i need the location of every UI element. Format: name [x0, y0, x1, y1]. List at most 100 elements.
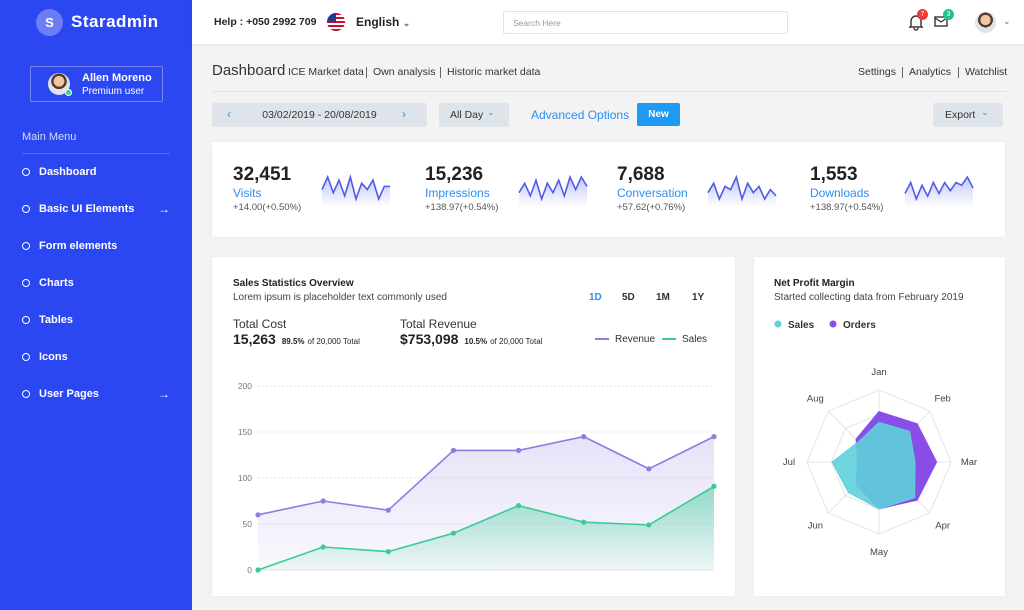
divider	[212, 91, 1006, 92]
stat-value: 32,451	[233, 164, 292, 185]
menu-dot	[22, 205, 30, 213]
menu-arrow: →	[158, 202, 170, 216]
range-tab[interactable]: 1M	[656, 292, 670, 303]
menu-text: Charts	[39, 277, 74, 289]
data-point	[711, 434, 717, 440]
axis-label: Feb	[934, 393, 950, 404]
header-link[interactable]: Watchlist	[965, 66, 1008, 78]
legend-swatch	[829, 320, 837, 328]
sparkline	[321, 174, 390, 207]
card-title: Net Profit Margin	[774, 278, 855, 289]
chevron: ⌄	[402, 18, 411, 28]
data-point	[581, 519, 587, 525]
data-point	[581, 434, 587, 440]
header-link[interactable]: Settings	[858, 66, 896, 78]
language[interactable]: English ⌄	[356, 15, 410, 29]
axis-label: Mar	[961, 457, 977, 468]
axis-label: Aug	[807, 393, 824, 404]
menu-item[interactable]: Dashboard	[22, 165, 172, 181]
header-link[interactable]: Own analysis	[373, 66, 436, 78]
header-link[interactable]: ICE Market data	[288, 66, 364, 78]
chevron: ⌄	[1003, 16, 1011, 26]
new-button[interactable]: New	[637, 103, 680, 126]
stat-change: +14.00(+0.50%)	[233, 202, 302, 213]
sparkline	[707, 174, 777, 207]
stat-change: +138.97(+0.54%)	[810, 202, 884, 213]
radar-area	[831, 421, 916, 510]
advanced-options[interactable]: Advanced Options	[531, 108, 630, 122]
series-line	[257, 435, 715, 516]
legend-swatch	[774, 320, 782, 328]
sparkline-line	[518, 174, 588, 202]
stat-label: Impressions	[425, 186, 490, 200]
flag[interactable]	[327, 13, 345, 31]
profit-card: Net Profit Margin Started collecting dat…	[754, 257, 1005, 596]
notification-badge: 7	[917, 9, 928, 20]
radar-chart: Jan Feb Mar Apr May Jun Jul Aug Sales Orders	[774, 320, 977, 558]
header-link[interactable]: Analytics	[909, 66, 952, 78]
range-tab[interactable]: 1Y	[692, 292, 705, 303]
menu-text: Form elements	[39, 240, 118, 252]
next-arrow[interactable]: ›	[402, 107, 406, 121]
sparkline-area	[905, 177, 973, 207]
user-name: Allen Moreno	[82, 72, 152, 84]
menu-dot	[22, 279, 30, 287]
data-point	[515, 503, 522, 509]
total-label: Total Revenue	[400, 317, 477, 331]
y-tick-label: 200	[238, 381, 252, 391]
brand[interactable]: Staradmin	[71, 12, 159, 31]
menu-item[interactable]: User Pages →	[22, 387, 172, 403]
link-separator	[902, 67, 903, 78]
legend-label: Orders	[843, 320, 876, 331]
total-of: of 20,000 Total	[490, 337, 543, 346]
data-point	[320, 544, 326, 550]
prev-arrow[interactable]: ‹	[227, 107, 231, 121]
search[interactable]: Search Here	[503, 11, 788, 34]
online-dot	[65, 89, 72, 96]
total-label: Total Cost	[233, 317, 287, 331]
menu-dot	[22, 390, 30, 398]
menu-item[interactable]: Tables	[22, 313, 172, 329]
menu-dot	[22, 242, 30, 250]
menu-dot	[22, 316, 30, 324]
period-text: All Day	[450, 109, 484, 121]
range-tab[interactable]: 1D	[589, 292, 602, 303]
avatar	[48, 73, 70, 95]
date-range[interactable]: ‹ 03/02/2019 - 20/08/2019 ›	[212, 103, 427, 127]
period-select[interactable]: All Day ⌄	[439, 103, 509, 127]
data-point	[385, 549, 391, 555]
sparkline	[904, 175, 974, 207]
menu-item[interactable]: Icons	[22, 350, 172, 366]
sparkline	[518, 174, 588, 207]
profile[interactable]: Allen Moreno Premium user	[30, 66, 163, 102]
data-point	[646, 522, 652, 528]
menu-title: Main Menu	[22, 131, 77, 143]
menu-dot	[22, 353, 30, 361]
export-button[interactable]: Export ⌄	[933, 103, 1003, 127]
menu-text: Basic UI Elements	[39, 203, 135, 215]
stat-value: 7,688	[617, 164, 665, 185]
total-value: 15,263	[233, 331, 276, 347]
axis-label: Jul	[783, 457, 795, 468]
menu-text: Tables	[39, 314, 74, 326]
menu-item[interactable]: Charts	[22, 276, 172, 292]
header-link[interactable]: Historic market data	[447, 66, 541, 78]
top-avatar[interactable]	[975, 12, 996, 33]
sales-chart: 0 50 100 150 200 Revenue Sales	[238, 334, 717, 575]
data-point	[711, 483, 717, 489]
range-tab[interactable]: 5D	[622, 292, 635, 303]
menu-separator	[22, 153, 170, 154]
logo[interactable]: S	[36, 9, 63, 36]
menu-item[interactable]: Form elements	[22, 239, 172, 255]
stats-card	[212, 142, 1005, 237]
stat-change: +138.97(+0.54%)	[425, 202, 499, 213]
axis-label: Jan	[871, 367, 886, 378]
user-role: Premium user	[82, 86, 145, 97]
menu-item[interactable]: Basic UI Elements →	[22, 202, 172, 218]
stat-label: Downloads	[810, 186, 870, 200]
chevron: ⌄	[487, 107, 495, 117]
card-subtitle: Lorem ipsum is placeholder text commonly…	[233, 292, 447, 303]
link-separator	[958, 67, 959, 78]
sparkline-line	[321, 174, 390, 202]
